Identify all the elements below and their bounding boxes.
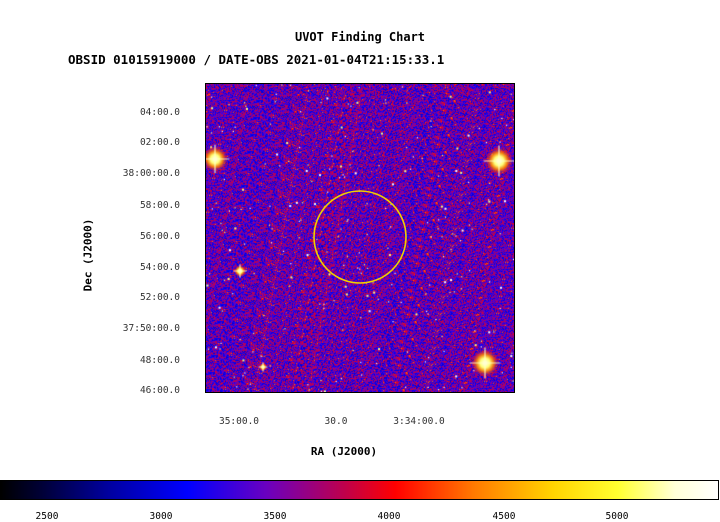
y-axis-label: Dec (J2000) [81,218,95,292]
colorbar-tick-label: 3000 [149,511,173,522]
x-tick-label: 30.0 [324,416,348,427]
colorbar-tick-label: 4000 [377,511,401,522]
x-tick-label: 3:34:00.0 [393,416,445,427]
colorbar-tick-label: 3500 [263,511,287,522]
y-tick-label: 54:00.0 [139,262,180,273]
chart-subtitle: OBSID 01015919000 / DATE-OBS 2021-01-04T… [68,52,445,67]
y-tick-label: 04:00.0 [139,107,180,118]
y-tick-label: 46:00.0 [139,385,180,396]
y-tick-label: 56:00.0 [139,231,180,242]
y-tick-label: 02:00.0 [139,137,180,148]
y-tick-label: 38:00:00.0 [122,168,180,179]
y-tick-label: 52:00.0 [139,292,180,303]
x-axis-label: RA (J2000) [310,445,378,458]
colorbar-tick-label: 4500 [492,511,516,522]
colorbar-tick-label: 2500 [35,511,59,522]
target-circle [313,190,407,284]
sky-image [206,84,514,392]
image-field [205,83,515,393]
x-tick-label: 35:00.0 [218,416,260,427]
colorbar [0,480,719,500]
y-tick-label: 48:00.0 [139,355,180,366]
y-tick-label: 58:00.0 [139,200,180,211]
chart-title: UVOT Finding Chart [294,30,426,44]
overlay-layer [313,190,407,284]
colorbar-tick-label: 5000 [605,511,629,522]
y-tick-label: 37:50:00.0 [122,323,180,334]
